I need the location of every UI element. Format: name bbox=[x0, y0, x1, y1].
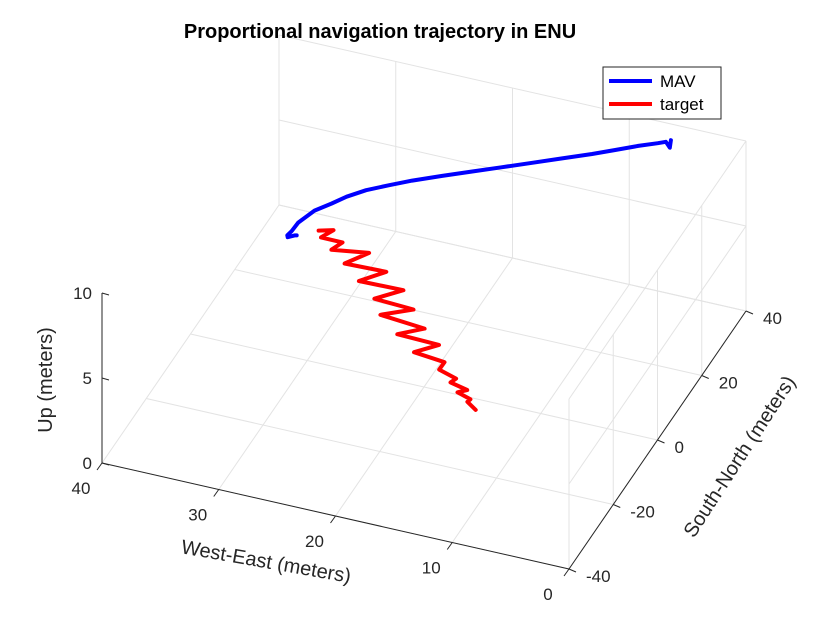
grid-line bbox=[568, 225, 747, 485]
series-line-target bbox=[316, 228, 478, 412]
z-tick-label: 0 bbox=[83, 454, 92, 473]
y-tick-label: 40 bbox=[763, 309, 782, 328]
z-tick-label: 10 bbox=[73, 284, 92, 303]
axes: 0 10 20 30 40 -40 -20 0 20 40 0 5 10 bbox=[72, 284, 782, 604]
x-tick-label: 40 bbox=[72, 479, 91, 498]
series-line-mav bbox=[285, 138, 673, 240]
z-tick bbox=[101, 292, 110, 296]
y-tick bbox=[745, 310, 754, 315]
grid-line bbox=[278, 34, 747, 142]
y-tick-label: -20 bbox=[630, 503, 655, 522]
grid-line bbox=[278, 119, 747, 227]
y-tick bbox=[568, 568, 577, 573]
x-tick bbox=[446, 542, 453, 550]
z-tick bbox=[101, 462, 110, 466]
x-tick bbox=[563, 568, 570, 577]
legend-box bbox=[602, 66, 722, 120]
grid-line bbox=[146, 398, 614, 505]
x-tick-label: 20 bbox=[305, 532, 324, 551]
x-axis-label: West-East (meters) bbox=[179, 536, 352, 588]
x-tick-label: 30 bbox=[188, 506, 207, 525]
y-tick-label: 20 bbox=[719, 374, 738, 393]
legend-label-target: target bbox=[660, 95, 704, 114]
grid-line bbox=[568, 140, 747, 400]
grid-line bbox=[234, 269, 702, 376]
x-tick-label: 0 bbox=[543, 585, 552, 604]
grid-line bbox=[278, 204, 747, 312]
x-tick bbox=[330, 515, 336, 524]
z-tick-label: 5 bbox=[83, 369, 92, 388]
z-axis-label: Up (meters) bbox=[35, 327, 57, 433]
series-lines bbox=[285, 138, 673, 412]
chart-title: Proportional navigation trajectory in EN… bbox=[184, 21, 576, 43]
y-tick bbox=[613, 504, 621, 508]
y-tick-label: -40 bbox=[586, 567, 611, 586]
legend-label-mav: MAV bbox=[660, 72, 696, 91]
y-axis-label: South-North (meters) bbox=[680, 372, 801, 542]
x-tick bbox=[213, 489, 220, 497]
y-tick-label: 0 bbox=[675, 438, 684, 457]
y-tick bbox=[657, 439, 665, 444]
legend: MAV target bbox=[602, 66, 722, 120]
grid-line bbox=[190, 333, 658, 441]
x-tick-label: 10 bbox=[422, 559, 441, 578]
x-tick bbox=[96, 462, 103, 471]
z-tick bbox=[101, 377, 110, 381]
y-tick bbox=[701, 375, 709, 379]
